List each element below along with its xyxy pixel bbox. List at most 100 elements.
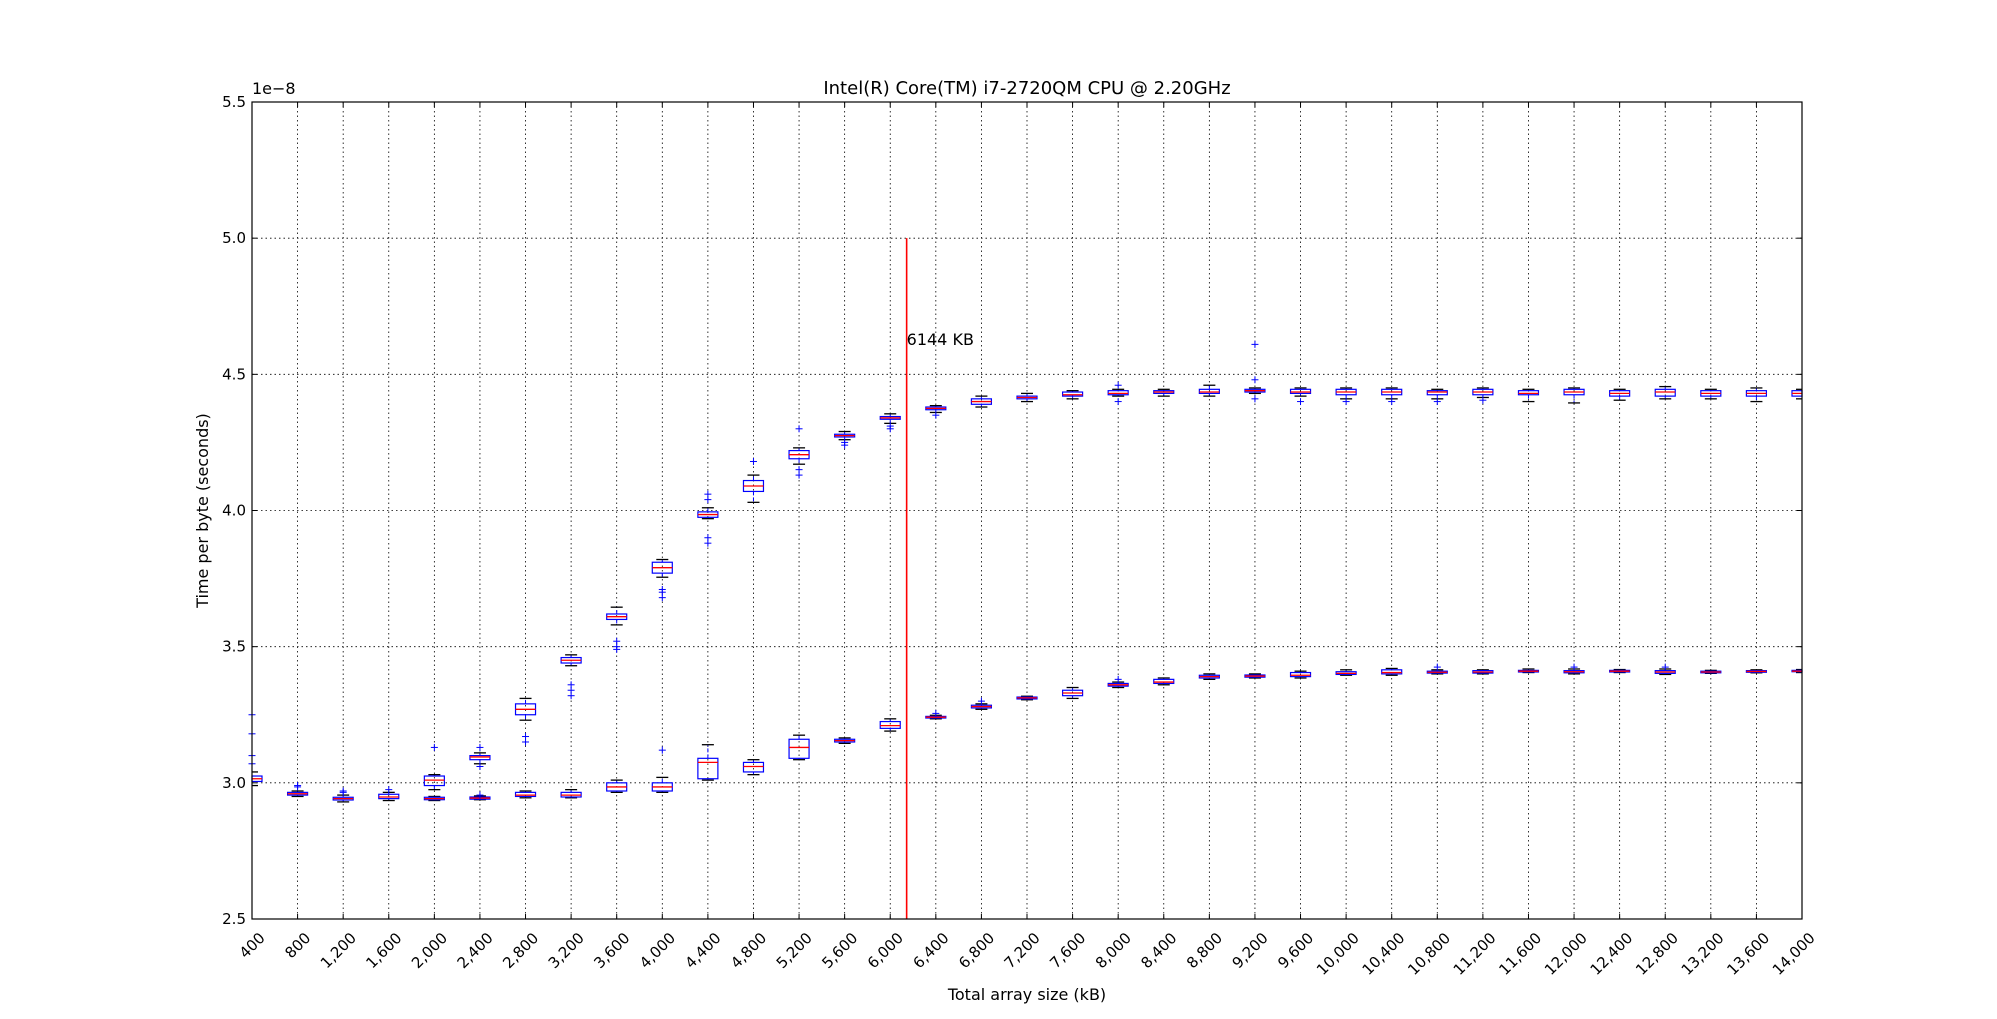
box-item [879, 718, 901, 732]
x-tick-label: 7,600 [1046, 929, 1089, 972]
box-iqr [1107, 390, 1129, 396]
x-tick-label: 3,200 [545, 929, 588, 972]
box-item [651, 558, 673, 602]
box-iqr [788, 738, 810, 759]
box-iqr [1381, 669, 1403, 675]
y-tick-label: 4.0 [222, 502, 246, 520]
box-item [1107, 675, 1129, 689]
box-item [514, 790, 537, 799]
box-item [1198, 673, 1220, 680]
box-item [1517, 388, 1540, 403]
box-item [606, 606, 628, 653]
box-iqr [742, 761, 765, 773]
x-tick-label: 3,600 [590, 929, 633, 972]
box-item [879, 413, 901, 433]
box-item [697, 490, 719, 547]
box-item [1745, 669, 1768, 674]
box-item [742, 759, 765, 776]
box-item [606, 779, 628, 794]
y-tick-label: 3.0 [222, 774, 246, 792]
x-tick-label: 10,800 [1404, 929, 1454, 979]
box-iqr [514, 791, 537, 798]
x-tick-label: 9,200 [1229, 929, 1272, 972]
box-iqr [469, 754, 491, 761]
x-tick-label: 12,000 [1541, 929, 1591, 979]
x-tick-label: 6,800 [955, 929, 998, 972]
box-item [1107, 381, 1129, 406]
x-tick-label: 800 [281, 929, 314, 962]
box-item [788, 425, 810, 479]
box-item [970, 697, 993, 710]
x-tick-label: 5,600 [818, 929, 861, 972]
box-item [1016, 695, 1038, 701]
series-layer [248, 340, 1803, 803]
box-item [834, 737, 856, 744]
box-item [332, 787, 354, 803]
x-tick-label: 4,800 [727, 929, 770, 972]
box-item [1335, 669, 1357, 676]
x-tick-label: 9,600 [1274, 929, 1317, 972]
box-item [788, 734, 810, 761]
box-item [560, 788, 582, 799]
box-series-2 [423, 663, 1803, 802]
box-item [1791, 668, 1803, 674]
box-iqr [1061, 391, 1084, 397]
box-item [925, 709, 947, 720]
x-tick-label: 11,600 [1495, 929, 1545, 979]
box-item [1289, 387, 1312, 406]
box-item [925, 405, 947, 419]
box-item [742, 457, 765, 503]
box-iqr [1426, 390, 1448, 396]
box-item [1791, 388, 1803, 400]
box-item [1745, 387, 1768, 403]
box-item [378, 786, 400, 802]
x-tick-label: 6,400 [909, 929, 952, 972]
y-tick-label: 5.5 [222, 93, 246, 111]
box-item [1335, 387, 1357, 406]
x-axis-label: Total array size (kB) [947, 985, 1106, 1004]
box-item [469, 791, 491, 801]
box-item [1472, 669, 1494, 675]
x-tick-label: 4,000 [636, 929, 679, 972]
annotation-layer: 6144 KB [905, 238, 974, 919]
box-item [1563, 663, 1585, 675]
x-tick-label: 8,000 [1092, 929, 1135, 972]
box-item [697, 744, 719, 781]
box-item [423, 743, 445, 791]
x-tick-label: 11,200 [1450, 929, 1500, 979]
box-item [1153, 677, 1175, 686]
box-item [1426, 663, 1448, 675]
chart-title: Intel(R) Core(TM) i7-2720QM CPU @ 2.20GH… [823, 78, 1230, 99]
box-item [1654, 385, 1676, 400]
y-axis-ticks: 2.5 3.0 3.5 4.0 4.5 5.0 5.5 [222, 93, 1802, 928]
x-tick-label: 7,200 [1001, 929, 1044, 972]
box-iqr [1289, 388, 1312, 394]
box-item [1700, 669, 1722, 675]
box-iqr [1198, 388, 1220, 394]
x-tick-label: 10,000 [1313, 929, 1363, 979]
box-item [1426, 388, 1448, 406]
y-tick-label: 4.5 [222, 365, 246, 383]
x-tick-label: 14,000 [1769, 929, 1819, 979]
box-iqr [1153, 678, 1175, 685]
x-tick-label: 2,800 [499, 929, 542, 972]
box-item [1609, 388, 1631, 401]
box-iqr [1517, 390, 1540, 396]
box-iqr [423, 775, 445, 787]
box-item [1061, 686, 1084, 700]
box-item [1700, 388, 1722, 400]
x-tick-label: 400 [236, 929, 269, 962]
y-axis-offset-label: 1e−8 [252, 79, 296, 98]
box-item [423, 795, 445, 802]
box-item [286, 782, 309, 798]
y-axis-label: Time per byte (seconds) [193, 413, 212, 609]
x-tick-label: 5,200 [773, 929, 816, 972]
box-item [1381, 667, 1403, 676]
box-item [1654, 663, 1676, 676]
box-iqr [879, 720, 901, 729]
x-tick-label: 6,000 [864, 929, 907, 972]
x-tick-label: 2,000 [408, 929, 451, 972]
box-item [560, 654, 582, 700]
x-tick-label: 8,400 [1137, 929, 1180, 972]
